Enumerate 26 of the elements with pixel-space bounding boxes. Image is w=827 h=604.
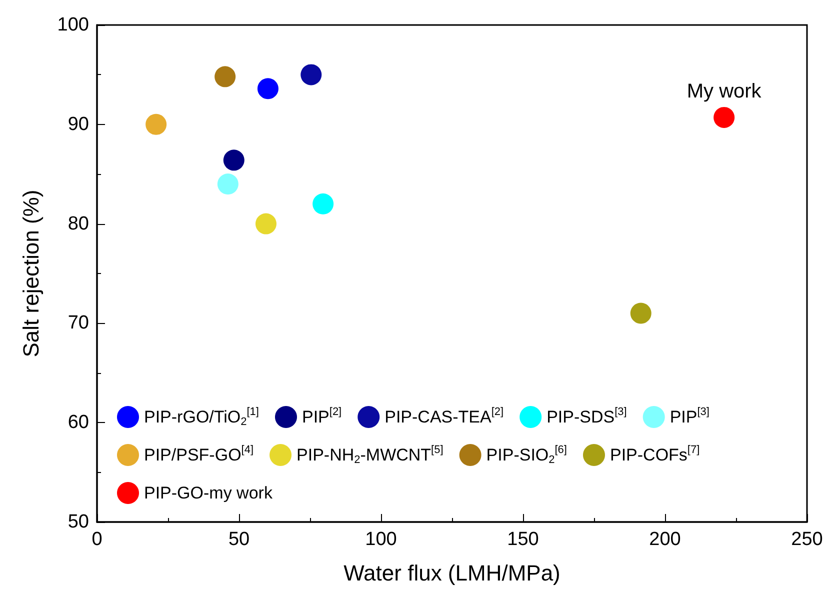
y-tick-label: 60 <box>68 412 89 434</box>
point <box>300 64 322 86</box>
y-tick-label: 100 <box>57 14 89 36</box>
y-tick-label: 80 <box>68 213 89 234</box>
legend-label: PIP-GO-my work <box>144 484 273 502</box>
x-tick-label: 50 <box>228 529 250 550</box>
point <box>217 174 238 195</box>
y-axis-title: Salt rejection (%) <box>18 190 44 358</box>
y-tick-label: 70 <box>68 312 89 334</box>
point <box>146 114 167 135</box>
x-tick-label: 250 <box>791 529 823 550</box>
x-axis-title: Water flux (LMH/MPa) <box>344 560 560 586</box>
y-tick-label: 90 <box>68 114 89 135</box>
x-tick-label: 0 <box>92 529 102 550</box>
point <box>256 213 276 234</box>
y-tick-label: 50 <box>68 512 89 532</box>
point <box>223 150 244 171</box>
x-tick-label: 150 <box>507 529 539 550</box>
point <box>630 302 652 324</box>
x-tick-label: 100 <box>365 529 397 550</box>
x-tick-label: 200 <box>649 529 681 550</box>
point <box>714 106 735 128</box>
point <box>312 193 334 214</box>
annotation: My work <box>686 80 762 102</box>
point <box>214 66 236 88</box>
point <box>257 78 278 100</box>
